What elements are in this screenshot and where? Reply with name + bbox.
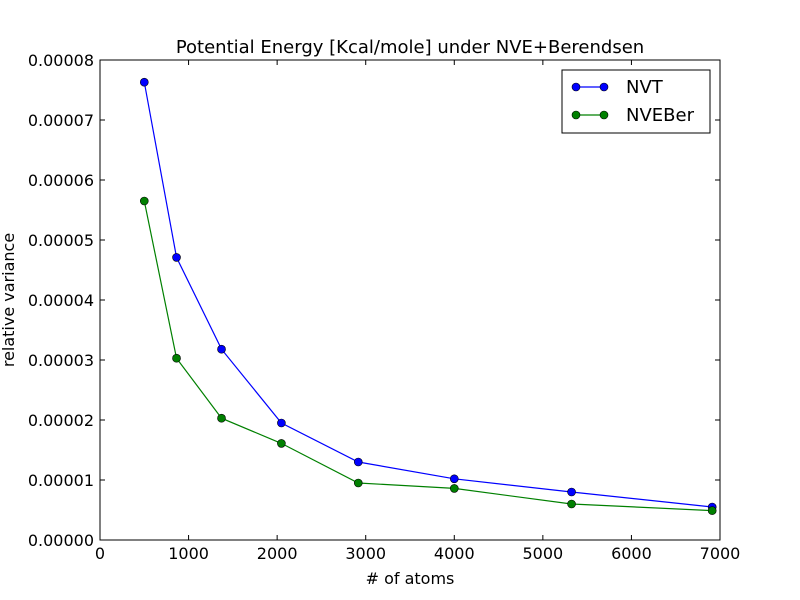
plot-frame bbox=[99, 59, 721, 541]
x-tick-label: 2000 bbox=[257, 544, 298, 563]
y-tick-label: 0.00001 bbox=[28, 471, 94, 490]
legend-box bbox=[561, 69, 711, 134]
x-tick-label: 7000 bbox=[700, 544, 741, 563]
y-tick-label: 0.00000 bbox=[28, 531, 94, 550]
data-point-nveber bbox=[217, 413, 226, 423]
data-point-nvt bbox=[217, 344, 226, 354]
legend-marker-nvt bbox=[571, 82, 581, 92]
data-point-nvt bbox=[277, 418, 286, 428]
x-tick-label: 6000 bbox=[611, 544, 652, 563]
y-tick-label: 0.00003 bbox=[28, 351, 94, 370]
y-tick-label: 0.00007 bbox=[28, 111, 94, 130]
y-tick-label: 0.00004 bbox=[28, 291, 94, 310]
data-point-nvt bbox=[139, 77, 149, 87]
data-point-nveber bbox=[172, 353, 181, 363]
y-tick-label: 0.00008 bbox=[28, 51, 94, 70]
x-axis-label: # of atoms bbox=[366, 569, 455, 588]
data-point-nvt bbox=[353, 457, 363, 467]
data-point-nveber bbox=[707, 506, 717, 515]
legend: NVT NVEBer bbox=[561, 69, 711, 134]
data-point-nvt bbox=[172, 253, 181, 262]
series-layer bbox=[139, 77, 717, 515]
data-point-nveber bbox=[353, 478, 363, 488]
data-point-nveber bbox=[277, 439, 286, 448]
series-line-nvt bbox=[143, 82, 713, 508]
x-tick-label: 3000 bbox=[345, 544, 386, 563]
data-point-nveber bbox=[567, 499, 576, 509]
legend-marker-nveber bbox=[599, 110, 609, 120]
y-axis-label: relative variance bbox=[0, 233, 18, 367]
x-tick-label: 5000 bbox=[522, 544, 563, 563]
data-point-nvt bbox=[567, 487, 576, 497]
legend-marker-nvt bbox=[599, 82, 609, 92]
y-axis: 0.00000 0.00001 0.00002 0.00003 0.00004 0.000… bbox=[28, 51, 720, 550]
y-tick-label: 0.00002 bbox=[28, 411, 94, 430]
plot-area bbox=[99, 59, 721, 541]
legend-label-nveber: NVEBer bbox=[626, 105, 695, 126]
x-tick-label: 0 bbox=[95, 544, 105, 563]
x-axis: 0 1000 2000 3000 4000 5000 6000 7000 bbox=[95, 60, 740, 563]
y-tick-label: 0.00006 bbox=[28, 171, 94, 190]
x-tick-label: 1000 bbox=[168, 544, 209, 563]
data-point-nveber bbox=[449, 484, 459, 493]
y-tick-label: 0.00005 bbox=[28, 231, 94, 250]
legend-marker-nveber bbox=[571, 110, 581, 120]
legend-label-nvt: NVT bbox=[626, 77, 664, 98]
data-point-nveber bbox=[139, 196, 149, 206]
series-line-nveber bbox=[143, 200, 713, 512]
data-point-nvt bbox=[449, 474, 459, 484]
chart-title: Potential Energy [Kcal/mole] under NVE+B… bbox=[176, 37, 644, 58]
x-tick-label: 4000 bbox=[434, 544, 475, 563]
